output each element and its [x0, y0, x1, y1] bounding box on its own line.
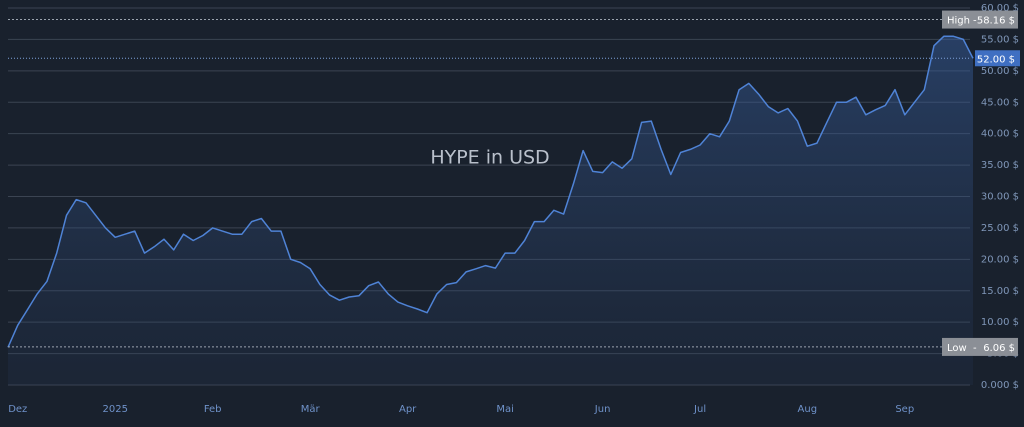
y-tick-label: 0.000 $	[981, 380, 1019, 391]
y-tick-label: 25.00 $	[981, 223, 1019, 234]
reference-dash: -	[973, 16, 977, 27]
area	[8, 36, 973, 386]
reference-dash: -	[973, 343, 977, 354]
y-tick-label: 60.00 $	[981, 3, 1019, 14]
y-tick-label: 35.00 $	[981, 160, 1019, 171]
y-tick-label: 55.00 $	[981, 34, 1019, 45]
line	[7, 35, 974, 348]
y-tick-label: 15.00 $	[981, 286, 1019, 297]
reference-value: 52.00 $	[977, 54, 1015, 65]
x-tick-label: Dez	[8, 404, 27, 415]
y-tick-label: 50.00 $	[981, 66, 1019, 77]
y-tick-label: 10.00 $	[981, 317, 1019, 328]
y-tick-label: 45.00 $	[981, 97, 1019, 108]
reference-value: 58.16 $	[977, 16, 1015, 27]
x-tick-label: Mär	[301, 404, 321, 415]
x-tick-label: 2025	[102, 404, 127, 415]
y-tick-label: 40.00 $	[981, 129, 1019, 140]
label-box	[942, 10, 1018, 29]
x-tick-label: Mai	[496, 404, 514, 415]
y-tick-label: 20.00 $	[981, 254, 1019, 265]
x-tick-label: Jun	[594, 404, 611, 415]
x-tick-label: Jul	[693, 404, 706, 415]
reference-label: High -58.16 $	[942, 10, 1018, 29]
chart-title: HYPE in USD	[430, 147, 549, 169]
y-tick-label: 30.00 $	[981, 192, 1019, 203]
reference-name: Low	[947, 343, 967, 354]
reference-name: High	[947, 16, 970, 27]
label-box	[975, 50, 1020, 67]
x-tick-label: Sep	[895, 404, 914, 415]
label-box	[942, 337, 1018, 356]
reference-label: Low -6.06 $	[942, 337, 1018, 356]
x-tick-label: Feb	[204, 404, 222, 415]
x-tick-label: Aug	[798, 404, 818, 415]
reference-label: 52.00 $	[975, 50, 1020, 67]
x-tick-label: Apr	[399, 404, 417, 415]
reference-value: 6.06 $	[983, 343, 1015, 354]
